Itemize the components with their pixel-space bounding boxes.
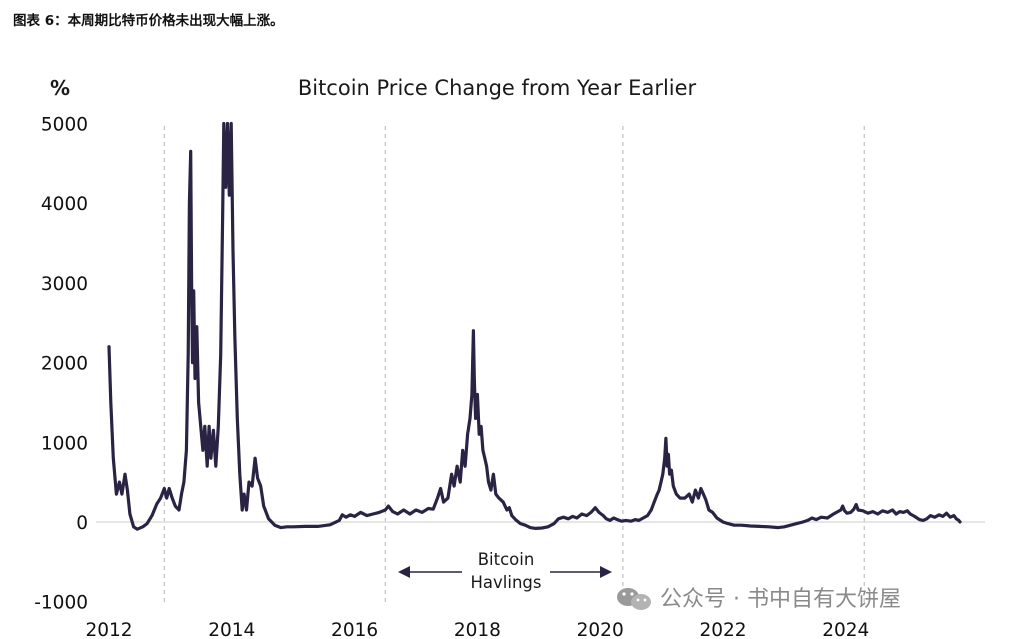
x-tick-label: 2012	[85, 620, 132, 639]
y-axis-unit: %	[50, 76, 70, 100]
annotation-arrowhead-right	[600, 566, 612, 578]
watermark-text: 公众号 · 书中自有大饼屋	[660, 587, 901, 612]
x-axis-ticks: 2012 2014 2016 2018 2020 2022 2024	[85, 620, 869, 639]
figure-caption: 图表 6：本周期比特币价格未出现大幅上涨。	[13, 13, 284, 29]
annotation-line1: Bitcoin	[478, 550, 535, 569]
chart-title: Bitcoin Price Change from Year Earlier	[298, 76, 697, 100]
halving-annotation: Bitcoin Havlings	[398, 550, 612, 592]
annotation-arrowhead-left	[398, 566, 410, 578]
wechat-icon	[617, 588, 651, 610]
x-tick-label: 2024	[822, 620, 869, 639]
y-tick-label: 2000	[41, 354, 88, 375]
x-tick-label: 2020	[577, 620, 624, 639]
y-tick-label: 5000	[41, 115, 88, 136]
y-tick-label: 0	[76, 513, 88, 534]
x-tick-label: 2022	[699, 620, 746, 639]
x-tick-label: 2018	[454, 620, 501, 639]
y-tick-label: -1000	[34, 593, 88, 614]
x-tick-label: 2016	[331, 620, 378, 639]
series-line	[107, 121, 962, 531]
x-tick-label: 2014	[208, 620, 255, 639]
y-tick-label: 3000	[41, 274, 88, 295]
annotation-line2: Havlings	[471, 573, 542, 592]
y-tick-label: 1000	[41, 433, 88, 454]
halving-lines	[163, 126, 865, 605]
y-tick-label: 4000	[41, 194, 88, 215]
watermark: 公众号 · 书中自有大饼屋	[617, 587, 901, 612]
y-axis-ticks: 5000 4000 3000 2000 1000 0 -1000	[34, 115, 88, 614]
